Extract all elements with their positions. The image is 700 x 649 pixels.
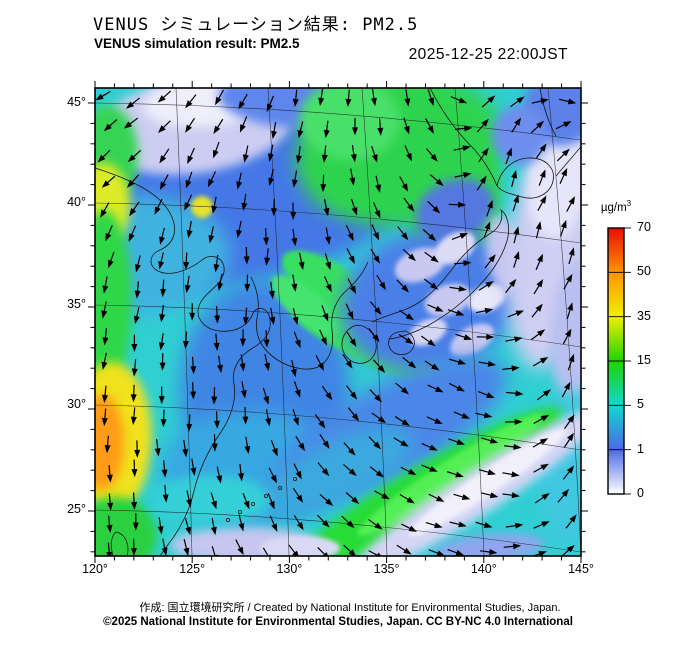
wind-arrows <box>95 88 577 556</box>
longitude-tick-label: 145° <box>568 562 594 576</box>
credit-line: 作成: 国立環境研究所 / Created by National Instit… <box>139 602 561 614</box>
latitude-tick-label: 40° <box>67 195 86 209</box>
colorbar-tick-label: 0 <box>637 486 644 500</box>
colorbar-tick-label: 50 <box>637 264 651 279</box>
colorbar-tick-label: 5 <box>637 397 644 412</box>
colorbar-ticks <box>608 227 631 495</box>
axis-ticks <box>88 81 588 563</box>
colorbar-tick-label: 70 <box>637 220 651 234</box>
latitude-tick-label: 30° <box>67 397 86 411</box>
map-frame <box>94 87 582 557</box>
page-title-english: VENUS simulation result: PM2.5 <box>94 36 300 51</box>
simulation-datetime: 2025-12-25 22:00JST <box>408 46 568 63</box>
colorbar-tick-label: 1 <box>637 441 644 456</box>
colorbar-unit-label: µg/m3 <box>600 199 632 214</box>
longitude-tick-label: 125° <box>179 562 206 576</box>
colorbar-tick-label: 35 <box>637 308 651 323</box>
colorbar-tick-label: 15 <box>637 353 651 367</box>
latitude-tick-label: 35° <box>67 297 86 311</box>
latitude-tick-label: 25° <box>67 502 86 516</box>
colorbar <box>607 227 631 495</box>
longitude-tick-label: 135° <box>373 562 400 576</box>
longitude-tick-label: 130° <box>276 562 303 576</box>
latitude-tick-label: 45° <box>67 95 86 109</box>
page-title-japanese: VENUS シミュレーション結果: PM2.5 <box>93 15 419 35</box>
longitude-tick-label: 120° <box>82 562 108 576</box>
copyright-line: ©2025 National Institute for Environment… <box>103 616 573 628</box>
longitude-tick-label: 140° <box>470 562 497 576</box>
